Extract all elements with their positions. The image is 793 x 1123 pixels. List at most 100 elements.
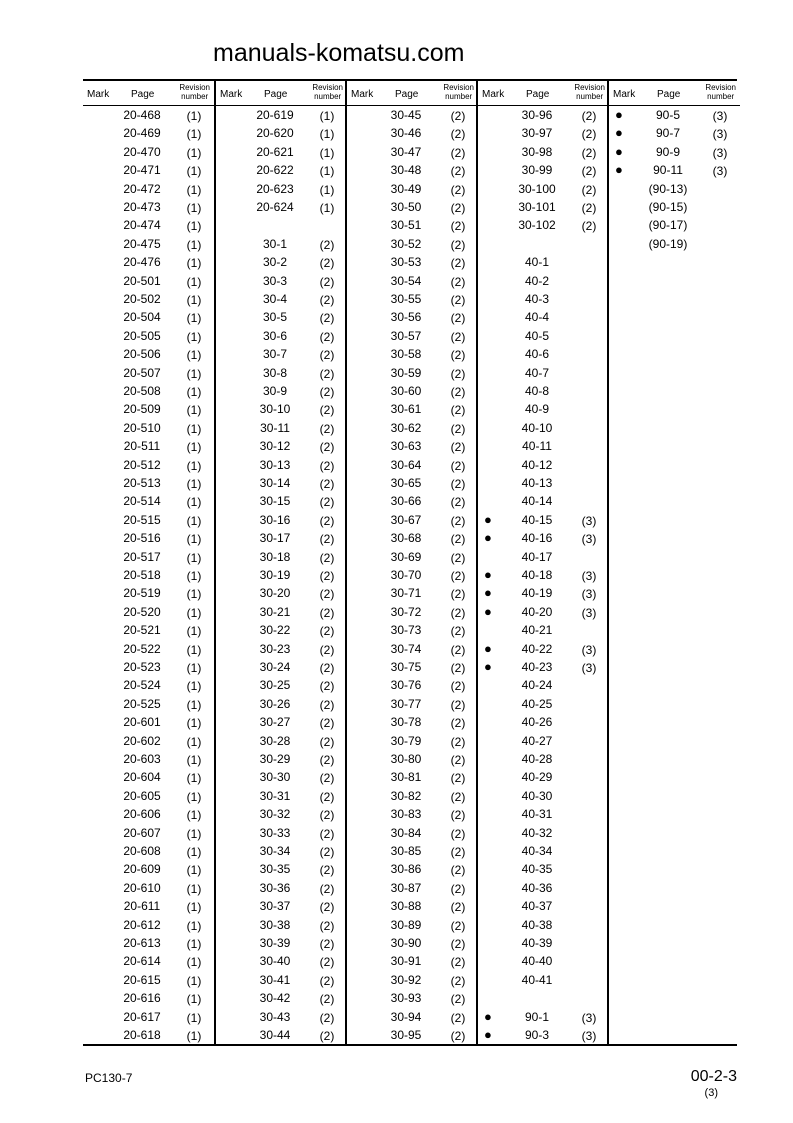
table-row: 30-21 (2) — [216, 604, 347, 622]
revision-cell: (1) — [186, 237, 202, 252]
revision-cell: (1) — [186, 550, 202, 565]
table-row: 20-510 (1) — [83, 420, 214, 438]
page-cell: 20-502 — [123, 292, 161, 306]
revision-cell: (3) — [581, 532, 597, 547]
table-row: 30-70 (2) — [347, 567, 478, 585]
table-row: 30-79 (2) — [347, 733, 478, 751]
page-cell: 20-610 — [123, 880, 161, 895]
revision-cell: (2) — [450, 403, 466, 418]
table-row: (90-15) — [609, 199, 740, 217]
page-cell: 30-102 — [518, 218, 556, 233]
table-row: 30-80 (2) — [347, 751, 478, 769]
table-row: 20-615 (1) — [83, 972, 214, 990]
table-row: 20-516 (1) — [83, 530, 214, 548]
table-row — [478, 236, 609, 254]
page-cell: 20-622 — [256, 163, 294, 178]
revision-cell: (2) — [319, 863, 335, 878]
table-row: 30-18 (2) — [216, 549, 347, 567]
page-cell: (90-17) — [648, 218, 688, 233]
table-row: 40-3 — [478, 291, 609, 309]
table-row: 30-100 (2) — [478, 181, 609, 199]
table-row: 30-8 (2) — [216, 365, 347, 383]
table-row: 30-9 (2) — [216, 383, 347, 401]
page-cell: 30-64 — [390, 457, 422, 472]
page-cell: 30-43 — [259, 1009, 291, 1024]
revision-cell: (1) — [186, 256, 202, 271]
table-row: 40-37 — [478, 898, 609, 916]
revision-cell: (1) — [186, 109, 202, 123]
table-row: ● 90-3 (3) — [478, 1027, 609, 1045]
table-row: 30-101 (2) — [478, 199, 609, 217]
table-row: 30-15 (2) — [216, 493, 347, 511]
page-cell: 40-6 — [524, 347, 550, 362]
revision-cell: (1) — [186, 348, 202, 363]
page-cell: 30-79 — [390, 733, 422, 748]
page-cell: 40-4 — [524, 310, 550, 325]
revision-cell: (1) — [186, 973, 202, 988]
page-cell: 20-616 — [123, 991, 161, 1006]
table-row: 40-25 — [478, 696, 609, 714]
table-row: 30-97 (2) — [478, 125, 609, 143]
table-row: 40-21 — [478, 622, 609, 640]
table-row: 20-622 (1) — [216, 162, 347, 180]
table-row: 20-474 (1) — [83, 217, 214, 235]
table-row: 30-1 (2) — [216, 236, 347, 254]
revision-cell: (2) — [450, 587, 466, 602]
revision-cell: (3) — [581, 569, 597, 583]
page-cell: 40-26 — [521, 715, 553, 730]
revision-cell: (2) — [319, 937, 335, 951]
page-cell: 30-62 — [390, 420, 422, 435]
page-cell: 30-76 — [390, 678, 422, 693]
table-row: ● 90-9 (3) — [609, 144, 740, 162]
revision-cell: (1) — [186, 1029, 202, 1043]
page-cell: 30-27 — [259, 715, 291, 730]
page-cell: 30-99 — [521, 163, 553, 178]
table-row: 40-8 — [478, 383, 609, 401]
table-row: 30-77 (2) — [347, 696, 478, 714]
revision-cell: (2) — [450, 274, 466, 289]
page-cell: 30-45 — [390, 108, 422, 122]
table-row: 30-34 (2) — [216, 843, 347, 861]
mark-bullet: ● — [484, 530, 492, 546]
page-cell: 40-1 — [524, 255, 550, 270]
revision-cell: (2) — [450, 366, 466, 381]
table-row: 20-525 (1) — [83, 696, 214, 714]
page-cell: 30-25 — [259, 678, 291, 693]
revision-cell: (3) — [581, 642, 597, 657]
table-column: Mark Page Revision number 20-468 (1) 20-469 (1)… — [83, 81, 214, 1044]
table-row: 30-96 (2) — [478, 107, 609, 125]
table-row: 30-95 (2) — [347, 1027, 478, 1045]
table-row: 40-28 — [478, 751, 609, 769]
revision-cell: (2) — [450, 826, 466, 841]
revision-cell: (1) — [186, 293, 202, 307]
revision-cell: (1) — [186, 385, 202, 399]
table-row: 20-611 (1) — [83, 898, 214, 916]
page-cell: (90-19) — [648, 236, 688, 251]
revision-cell: (2) — [319, 973, 335, 988]
page-cell: 30-94 — [390, 1009, 422, 1024]
table-row: 30-102 (2) — [478, 217, 609, 235]
page-cell: 30-30 — [259, 770, 291, 785]
table-row: 30-85 (2) — [347, 843, 478, 861]
revision-cell: (2) — [450, 550, 466, 565]
revision-cell: (2) — [581, 182, 597, 197]
table-row: 30-73 (2) — [347, 622, 478, 640]
table-row: 40-30 — [478, 788, 609, 806]
revision-cell: (1) — [186, 440, 202, 455]
table-row: ● 40-16 (3) — [478, 530, 609, 548]
table-row: 20-607 (1) — [83, 825, 214, 843]
table-row — [216, 217, 347, 235]
revision-cell: (1) — [186, 605, 202, 620]
page-cell: 30-88 — [390, 899, 422, 914]
page-cell: 40-17 — [521, 549, 553, 564]
page-cell: (90-15) — [648, 200, 688, 214]
revision-cell: (1) — [186, 513, 202, 528]
revision-cell: (3) — [581, 587, 597, 602]
revision-cell: (2) — [450, 440, 466, 455]
table-row: 30-17 (2) — [216, 530, 347, 548]
table-row: 30-40 (2) — [216, 953, 347, 971]
header-page: Page — [395, 89, 419, 100]
table-row: 30-67 (2) — [347, 512, 478, 530]
revision-cell: (1) — [319, 164, 335, 179]
revision-cell: (2) — [450, 642, 466, 657]
